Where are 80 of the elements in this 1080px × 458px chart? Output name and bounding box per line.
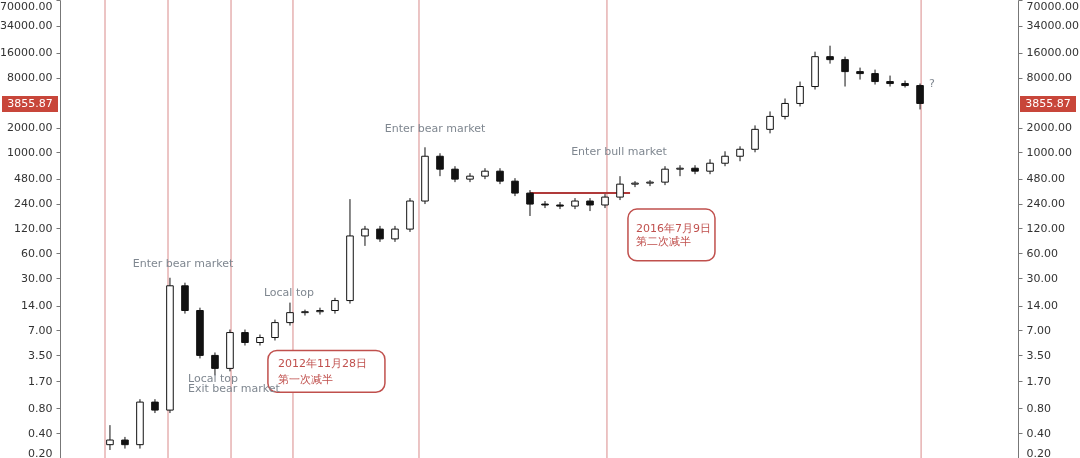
- text: 14.00: [1026, 299, 1058, 313]
- annotation: 2016年7月9日: [636, 222, 712, 236]
- candlestick: [556, 201, 564, 210]
- y-tick-label: 0.20: [28, 446, 53, 458]
- candlestick: [616, 175, 624, 201]
- y-tick-label: 240.00: [14, 197, 53, 211]
- candlestick: [781, 97, 789, 120]
- text: 0.80: [1026, 401, 1051, 415]
- candlestick: [841, 56, 849, 88]
- candlestick: [466, 172, 474, 183]
- candlestick: [211, 351, 219, 376]
- candlestick: [916, 83, 924, 110]
- text: 3855.87: [1025, 97, 1071, 111]
- candlestick: [271, 319, 279, 341]
- ref-line-label: 3855.87: [7, 97, 53, 111]
- text: 30.00: [1026, 271, 1058, 285]
- y-tick-label: 16000.00: [0, 46, 53, 60]
- candlestick: [631, 180, 639, 188]
- candlestick: [286, 302, 294, 327]
- text: 8000.00: [1026, 71, 1072, 85]
- candlestick: [826, 45, 834, 65]
- y-tick-label: 2000.00: [7, 121, 53, 135]
- y-tick-label: 8000.00: [7, 71, 53, 85]
- candlestick: [886, 75, 894, 88]
- y-tick-label: 34000.00: [0, 19, 53, 33]
- candlestick: [901, 80, 909, 89]
- text: 0.40: [1026, 426, 1051, 440]
- text: 7.00: [1026, 323, 1051, 337]
- candlestick: [316, 307, 324, 316]
- candlestick: [661, 165, 669, 186]
- text: 16000.00: [1026, 46, 1079, 60]
- y-tick-label: 1.70: [28, 374, 53, 388]
- annotation: Enter bear market: [132, 256, 234, 270]
- candlestick: [541, 200, 549, 209]
- y-tick-label: 70000.00: [0, 0, 53, 13]
- y-tick-label: 60.00: [21, 246, 53, 260]
- candlestick: [256, 334, 264, 347]
- candlestick: [736, 145, 744, 162]
- candlestick: [481, 167, 489, 180]
- candlestick: [121, 436, 129, 450]
- annotation: 2012年11月28日: [277, 357, 367, 371]
- candlestick: [766, 110, 774, 134]
- candlestick: [586, 197, 594, 212]
- candlestick: [796, 81, 804, 107]
- text: 34000.00: [1026, 19, 1079, 33]
- annotation: Enter bear market: [384, 122, 487, 136]
- candlestick: [751, 124, 759, 153]
- candlestick: [691, 164, 699, 175]
- annotation: Local top: [263, 285, 314, 299]
- text: 0.20: [1026, 446, 1051, 458]
- candlestick: [646, 179, 654, 187]
- y-tick-label: 1000.00: [7, 145, 53, 159]
- y-tick-label: 14.00: [21, 299, 53, 313]
- y-tick-label: 120.00: [14, 221, 53, 235]
- candlestick: [856, 67, 864, 81]
- y-tick-label: 0.80: [28, 401, 53, 415]
- candlestick: [721, 150, 729, 167]
- annotation: Enter bull market: [571, 145, 668, 159]
- candlestick: [526, 189, 534, 217]
- y-tick-label: 7.00: [28, 323, 53, 337]
- y-tick-label: 3.50: [28, 348, 53, 362]
- candlestick: [436, 152, 444, 177]
- annotation: 第二次减半: [636, 235, 692, 249]
- text: 1.70: [1026, 374, 1051, 388]
- text: 3.50: [1026, 348, 1051, 362]
- y-tick-label: 0.40: [28, 426, 53, 440]
- y-tick-label: 480.00: [14, 172, 53, 186]
- text: ?: [929, 76, 936, 90]
- y-tick-label: 30.00: [21, 271, 53, 285]
- text: 240.00: [1026, 197, 1065, 211]
- candlestick: [106, 424, 114, 451]
- text: 2000.00: [1026, 121, 1072, 135]
- candlestick: [301, 309, 309, 317]
- candlestick: [361, 225, 369, 247]
- candlestick: [676, 164, 684, 177]
- text: 70000.00: [1026, 0, 1079, 13]
- text: 1000.00: [1026, 145, 1072, 159]
- text: 480.00: [1026, 172, 1065, 186]
- text: 120.00: [1026, 221, 1065, 235]
- text: 60.00: [1026, 246, 1058, 260]
